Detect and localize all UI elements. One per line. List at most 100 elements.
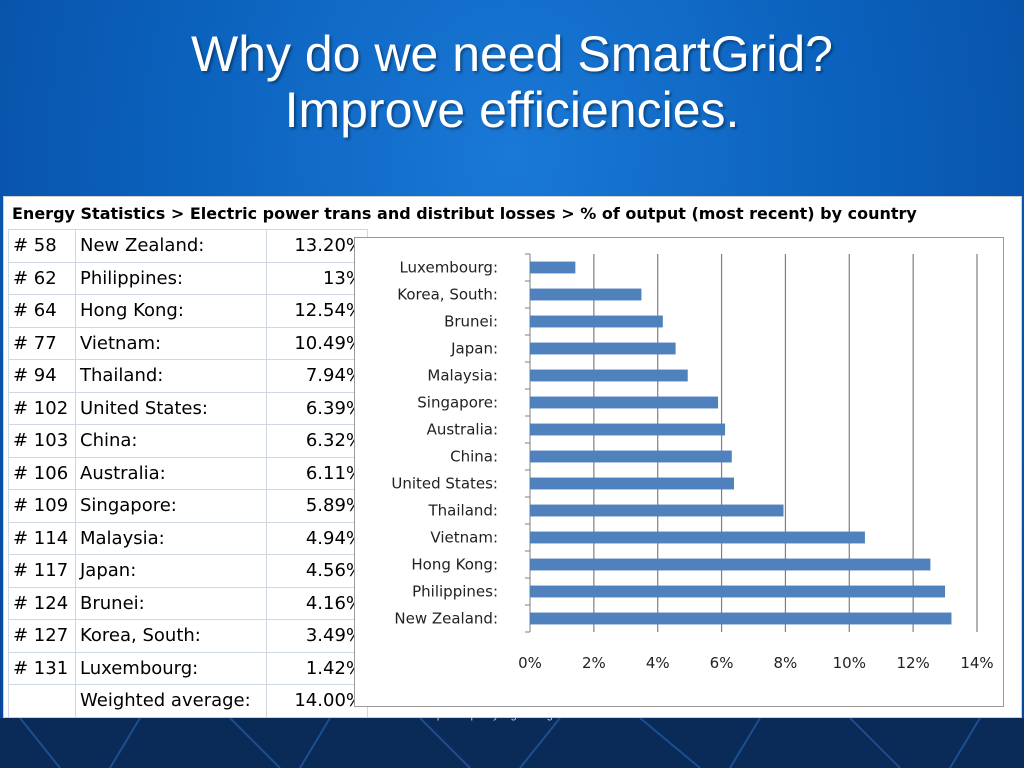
bar: [530, 423, 726, 436]
value-cell: 5.89%: [266, 489, 368, 523]
category-label: Korea, South:: [397, 286, 498, 304]
rank-cell: [8, 684, 76, 717]
category-label: United States:: [391, 475, 498, 493]
country-cell: Philippines:: [75, 261, 267, 295]
country-cell: Hong Kong:: [75, 294, 267, 328]
rank-cell: # 124: [8, 586, 76, 620]
bar: [530, 450, 732, 463]
table-row: # 124 Brunei: 4.16%: [8, 586, 368, 620]
value-cell: 10.49%: [266, 326, 368, 360]
value-cell: 13.20%: [266, 229, 368, 263]
bar: [530, 585, 946, 598]
country-cell: Singapore:: [75, 489, 267, 523]
country-cell: Malaysia:: [75, 521, 267, 555]
x-tick-label: 4%: [646, 654, 670, 672]
value-cell: 4.94%: [266, 521, 368, 555]
table-row: # 127 Korea, South: 3.49%: [8, 619, 368, 653]
table-row: # 103 China: 6.32%: [8, 424, 368, 458]
x-tick-label: 0%: [518, 654, 542, 672]
x-tick-label: 12%: [896, 654, 929, 672]
rank-cell: # 58: [8, 229, 76, 263]
bar: [530, 531, 865, 544]
category-label: Vietnam:: [430, 529, 498, 547]
table-row: # 58 New Zealand: 13.20%: [8, 229, 368, 263]
bar: [530, 288, 642, 301]
table-row: # 94 Thailand: 7.94%: [8, 359, 368, 393]
x-tick-label: 14%: [960, 654, 993, 672]
rank-cell: # 94: [8, 359, 76, 393]
rank-cell: # 106: [8, 456, 76, 490]
value-cell: 4.16%: [266, 586, 368, 620]
bar: [530, 396, 719, 409]
bottom-decorative-band: [0, 718, 1024, 768]
country-cell: China:: [75, 424, 267, 458]
table-row: # 102 United States: 6.39%: [8, 391, 368, 425]
value-cell: 1.42%: [266, 651, 368, 685]
title-line-1: Why do we need SmartGrid?: [191, 26, 833, 82]
bar: [530, 342, 676, 355]
slide-title: Why do we need SmartGrid? Improve effici…: [0, 26, 1024, 138]
table-row: # 109 Singapore: 5.89%: [8, 489, 368, 523]
x-tick-label: 2%: [582, 654, 606, 672]
value-cell: 3.49%: [266, 619, 368, 653]
bar: [530, 612, 952, 625]
table-row: # 114 Malaysia: 4.94%: [8, 521, 368, 555]
category-label: New Zealand:: [394, 610, 498, 628]
value-cell: 14.00%: [266, 684, 368, 717]
country-cell: Korea, South:: [75, 619, 267, 653]
x-tick-label: 6%: [710, 654, 734, 672]
category-label: Australia:: [427, 421, 498, 439]
bar: [530, 504, 784, 517]
country-cell: United States:: [75, 391, 267, 425]
country-cell: Brunei:: [75, 586, 267, 620]
bar: [530, 369, 688, 382]
rank-cell: # 77: [8, 326, 76, 360]
table-row: Weighted average: 14.00%: [8, 684, 368, 717]
category-label: Luxembourg:: [399, 259, 498, 277]
value-cell: 6.32%: [266, 424, 368, 458]
bar: [530, 315, 663, 328]
table-row: # 117 Japan: 4.56%: [8, 554, 368, 588]
rank-cell: # 109: [8, 489, 76, 523]
value-cell: 13%: [266, 261, 368, 295]
stats-table: # 58 New Zealand: 13.20% # 62 Philippines: 1…: [8, 229, 368, 717]
table-row: # 131 Luxembourg: 1.42%: [8, 651, 368, 685]
category-label: China:: [450, 448, 498, 466]
category-label: Malaysia:: [427, 367, 498, 385]
category-label: Singapore:: [417, 394, 498, 412]
rank-cell: # 117: [8, 554, 76, 588]
country-cell: Japan:: [75, 554, 267, 588]
category-label: Thailand:: [428, 502, 498, 520]
country-cell: Vietnam:: [75, 326, 267, 360]
title-line-2: Improve efficiencies.: [284, 82, 740, 138]
rank-cell: # 64: [8, 294, 76, 328]
rank-cell: # 131: [8, 651, 76, 685]
value-cell: 6.39%: [266, 391, 368, 425]
value-cell: 12.54%: [266, 294, 368, 328]
sheet-header: Energy Statistics > Electric power trans…: [12, 204, 917, 223]
value-cell: 6.11%: [266, 456, 368, 490]
category-label: Japan:: [450, 340, 498, 358]
x-tick-label: 10%: [833, 654, 866, 672]
table-row: # 77 Vietnam: 10.49%: [8, 326, 368, 360]
rank-cell: # 102: [8, 391, 76, 425]
x-tick-label: 8%: [774, 654, 798, 672]
rank-cell: # 62: [8, 261, 76, 295]
bar: [530, 558, 931, 571]
rank-cell: # 103: [8, 424, 76, 458]
country-cell: Australia:: [75, 456, 267, 490]
category-label: Hong Kong:: [411, 556, 498, 574]
rank-cell: # 114: [8, 521, 76, 555]
country-cell: Luxembourg:: [75, 651, 267, 685]
rank-cell: # 127: [8, 619, 76, 653]
value-cell: 7.94%: [266, 359, 368, 393]
bar: [530, 477, 735, 490]
bar: [530, 261, 576, 274]
bar-chart-svg: 0% 2% 4% 6% 8% 10% 12% 14% Luxembourg: Korea, Sou…: [391, 253, 994, 672]
country-cell: Thailand:: [75, 359, 267, 393]
table-row: # 62 Philippines: 13%: [8, 261, 368, 295]
category-label: Philippines:: [412, 583, 498, 601]
value-cell: 4.56%: [266, 554, 368, 588]
table-row: # 106 Australia: 6.11%: [8, 456, 368, 490]
table-row: # 64 Hong Kong: 12.54%: [8, 294, 368, 328]
